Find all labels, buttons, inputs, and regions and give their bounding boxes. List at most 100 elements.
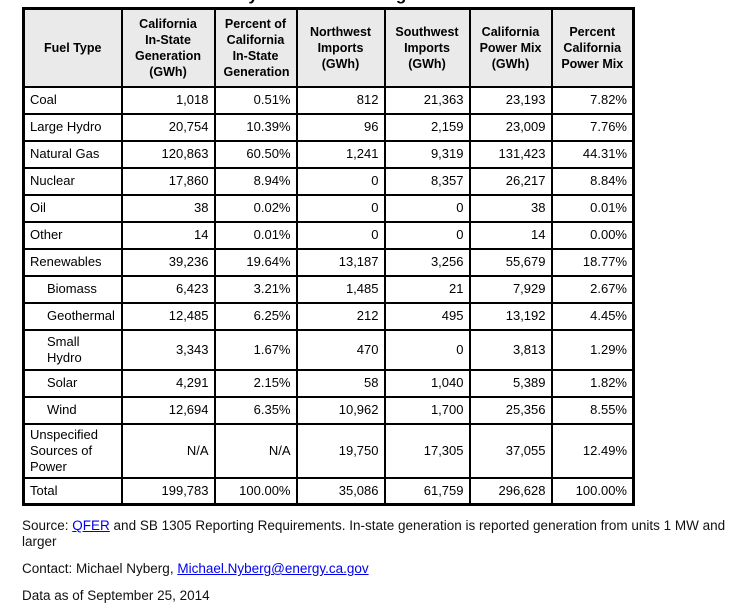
total-system-power-table: Fuel Type California In-State Generation…: [22, 7, 635, 506]
value-cell: 3.21%: [213, 274, 298, 304]
value-cell: 3,343: [120, 328, 216, 371]
value-cell: 13,187: [295, 247, 386, 277]
value-cell: 23,193: [468, 85, 553, 115]
fuel-type-cell: Small Hydro: [22, 328, 123, 371]
value-cell: 100.00%: [550, 476, 635, 506]
value-cell: 55,679: [468, 247, 553, 277]
fuel-type-cell: Geothermal: [22, 301, 123, 331]
value-cell: 96: [295, 112, 386, 142]
value-cell: N/A: [213, 422, 298, 479]
fuel-type-label: Unspecified Sources of Power: [30, 426, 98, 474]
value-cell: 8.84%: [550, 166, 635, 196]
fuel-type-label: Renewables: [30, 254, 102, 269]
fuel-type-label: Solar: [47, 375, 78, 390]
fuel-type-label: Nuclear: [30, 173, 75, 188]
value-cell: 19,750: [295, 422, 386, 479]
fuel-type-cell: Renewables: [22, 247, 123, 277]
fuel-type-label: Wind: [47, 402, 77, 417]
source-text-prefix: Source:: [22, 518, 73, 533]
value-cell: 4,291: [120, 368, 216, 398]
table-row: Oil 38 0.02% 0 0 38 0.01%: [22, 193, 635, 223]
value-cell: 21,363: [383, 85, 471, 115]
table-row: Unspecified Sources of Power N/A N/A 19,750…: [22, 422, 635, 479]
value-cell: 0: [383, 220, 471, 250]
page-title: 2013 Total System Power in Gigawatt Hour…: [22, 0, 632, 5]
value-cell: 38: [468, 193, 553, 223]
table-row: Renewables 39,236 19.64% 13,187 3,256 55,679 1…: [22, 247, 635, 277]
value-cell: 100.00%: [213, 476, 298, 506]
fuel-type-cell: Large Hydro: [22, 112, 123, 142]
value-cell: 3,813: [468, 328, 553, 371]
fuel-type-label: Geothermal: [47, 308, 115, 323]
qfer-link[interactable]: QFER: [72, 518, 110, 533]
fuel-type-label: Biomass: [47, 281, 97, 296]
fuel-type-label: Oil: [30, 200, 46, 215]
fuel-type-label: Total: [30, 482, 58, 498]
fuel-type-cell: Total: [22, 476, 123, 506]
fuel-type-cell: Other: [22, 220, 123, 250]
document-page: 2013 Total System Power in Gigawatt Hour…: [22, 0, 726, 603]
value-cell: 7.76%: [550, 112, 635, 142]
value-cell: 0: [295, 193, 386, 223]
value-cell: 10,962: [295, 395, 386, 425]
fuel-type-cell: Unspecified Sources of Power: [22, 422, 123, 479]
value-cell: 812: [295, 85, 386, 115]
column-header-ca-instate-generation: California In-State Generation (GWh): [120, 7, 216, 88]
value-cell: 18.77%: [550, 247, 635, 277]
value-cell: 2,159: [383, 112, 471, 142]
table-row: Large Hydro 20,754 10.39% 96 2,159 23,009 7.76…: [22, 112, 635, 142]
value-cell: 3,256: [383, 247, 471, 277]
fuel-type-cell: Biomass: [22, 274, 123, 304]
value-cell: 17,860: [120, 166, 216, 196]
value-cell: 1.29%: [550, 328, 635, 371]
value-cell: 61,759: [383, 476, 471, 506]
value-cell: 23,009: [468, 112, 553, 142]
value-cell: 20,754: [120, 112, 216, 142]
fuel-type-cell: Coal: [22, 85, 123, 115]
value-cell: 1,241: [295, 139, 386, 169]
column-header-ca-power-mix: California Power Mix (GWh): [468, 7, 553, 88]
value-cell: 0.01%: [213, 220, 298, 250]
value-cell: 13,192: [468, 301, 553, 331]
value-cell: 1,018: [120, 85, 216, 115]
value-cell: 0: [383, 193, 471, 223]
value-cell: 44.31%: [550, 139, 635, 169]
header-row: Fuel Type California In-State Generation…: [22, 7, 635, 88]
value-cell: 120,863: [120, 139, 216, 169]
column-header-southwest-imports: Southwest Imports (GWh): [383, 7, 471, 88]
table-row: Wind 12,694 6.35% 10,962 1,700 25,356 8.55%: [22, 395, 635, 425]
value-cell: 21: [383, 274, 471, 304]
value-cell: 7,929: [468, 274, 553, 304]
source-text-suffix: and SB 1305 Reporting Requirements. In-s…: [22, 518, 726, 549]
value-cell: N/A: [120, 422, 216, 479]
value-cell: 131,423: [468, 139, 553, 169]
contact-email-link[interactable]: Michael.Nyberg@energy.ca.gov: [177, 561, 369, 576]
fuel-type-cell: Natural Gas: [22, 139, 123, 169]
table-row: Geothermal 12,485 6.25% 212 495 13,192 4.45%: [22, 301, 635, 331]
value-cell: 5,389: [468, 368, 553, 398]
value-cell: 58: [295, 368, 386, 398]
table-row: Small Hydro 3,343 1.67% 470 0 3,813 1.29%: [22, 328, 635, 371]
value-cell: 38: [120, 193, 216, 223]
table-header: Fuel Type California In-State Generation…: [22, 7, 635, 88]
value-cell: 495: [383, 301, 471, 331]
value-cell: 1.82%: [550, 368, 635, 398]
table-row: Coal 1,018 0.51% 812 21,363 23,193 7.82%: [22, 85, 635, 115]
fuel-type-label: Coal: [30, 92, 57, 107]
value-cell: 19.64%: [213, 247, 298, 277]
value-cell: 199,783: [120, 476, 216, 506]
value-cell: 296,628: [468, 476, 553, 506]
title-clip-region: 2013 Total System Power in Gigawatt Hour…: [22, 0, 632, 6]
value-cell: 1,485: [295, 274, 386, 304]
value-cell: 10.39%: [213, 112, 298, 142]
column-header-pct-ca-instate-generation: Percent of California In-State Generatio…: [213, 7, 298, 88]
value-cell: 37,055: [468, 422, 553, 479]
value-cell: 7.82%: [550, 85, 635, 115]
value-cell: 25,356: [468, 395, 553, 425]
value-cell: 1,040: [383, 368, 471, 398]
table-body: Coal 1,018 0.51% 812 21,363 23,193 7.82% Large …: [22, 85, 635, 506]
table-row: Nuclear 17,860 8.94% 0 8,357 26,217 8.84%: [22, 166, 635, 196]
data-as-of-note: Data as of September 25, 2014: [22, 588, 210, 603]
table-row: Solar 4,291 2.15% 58 1,040 5,389 1.82%: [22, 368, 635, 398]
column-header-pct-ca-power-mix: Percent California Power Mix: [550, 7, 635, 88]
